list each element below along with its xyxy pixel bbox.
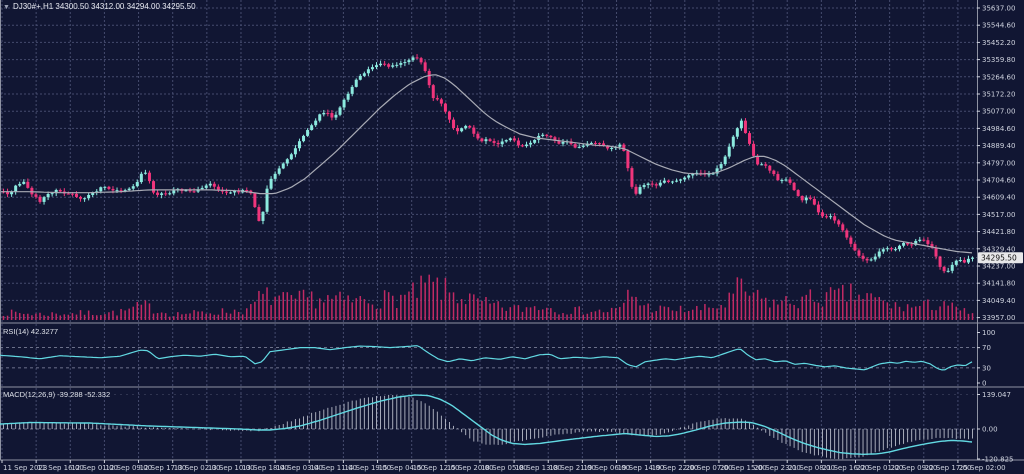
time-axis-label: 12 Sep 09:00 <box>105 464 152 472</box>
price-axis-label: 34704.60 <box>982 177 1015 185</box>
price-axis-label: 34984.60 <box>982 125 1015 133</box>
time-axis-label: 15 Sep 20:00 <box>447 464 494 472</box>
price-axis-label: 35452.20 <box>982 39 1015 47</box>
price-axis-label: 35637.00 <box>982 5 1015 13</box>
time-axis-label: 22 Sep 17:00 <box>925 464 972 472</box>
price-axis-label: 34049.40 <box>982 297 1015 305</box>
main-chart-pane[interactable] <box>0 0 977 322</box>
time-axis-label: 20 Sep 07:00 <box>686 464 733 472</box>
time-axis-label: 22 Sep 09:00 <box>891 464 938 472</box>
time-axis-label: 25 Sep 02:00 <box>959 464 1006 472</box>
price-axis[interactable] <box>977 0 1024 460</box>
time-axis-label: 19 Sep 06:00 <box>583 464 630 472</box>
price-axis-label: 34329.40 <box>982 245 1015 253</box>
time-axis-label: 15 Sep 04:00 <box>379 464 426 472</box>
time-axis-label: 11 Sep 2023 <box>3 464 47 472</box>
price-axis-label: 35264.60 <box>982 73 1015 81</box>
rsi-axis-label: 70 <box>982 344 991 352</box>
price-axis-label: 35359.80 <box>982 56 1015 64</box>
price-axis-label: 34609.40 <box>982 194 1015 202</box>
time-axis-label: 14 Sep 19:00 <box>344 464 391 472</box>
price-axis-label: 34889.40 <box>982 142 1015 150</box>
time-axis-label: 15 Sep 12:00 <box>413 464 460 472</box>
time-axis-label: 19 Sep 22:00 <box>652 464 699 472</box>
rsi-axis-label: 30 <box>982 364 991 372</box>
time-axis[interactable] <box>0 460 1024 474</box>
time-axis-label: 13 Sep 10:00 <box>208 464 255 472</box>
macd-axis-label: -120.825 <box>982 455 1013 463</box>
time-axis-label: 18 Sep 21:00 <box>549 464 596 472</box>
price-axis-label: 34141.80 <box>982 280 1015 288</box>
price-axis-label: 35544.60 <box>982 22 1015 30</box>
price-axis-label: 34517.00 <box>982 211 1015 219</box>
last-price-tag <box>978 252 1023 264</box>
rsi-pane[interactable] <box>0 324 977 386</box>
time-axis-label: 13 Sep 02:00 <box>174 464 221 472</box>
time-axis-label: 11 Sep 16:00 <box>37 464 84 472</box>
macd-pane[interactable] <box>0 388 977 459</box>
macd-axis-label: 0.00 <box>982 426 998 434</box>
price-axis-label: 34237.00 <box>982 263 1015 271</box>
rsi-axis-label: 100 <box>982 329 995 337</box>
price-axis-label: 34797.00 <box>982 159 1015 167</box>
price-axis-label: 35172.20 <box>982 91 1015 99</box>
time-axis-label: 20 Sep 15:00 <box>720 464 767 472</box>
time-axis-label: 12 Sep 17:00 <box>140 464 187 472</box>
time-axis-label: 13 Sep 18:00 <box>242 464 289 472</box>
time-axis-label: 21 Sep 16:00 <box>822 464 869 472</box>
time-axis-label: 21 Sep 08:00 <box>788 464 835 472</box>
time-axis-label: 18 Sep 13:00 <box>515 464 562 472</box>
time-axis-label: 20 Sep 23:00 <box>754 464 801 472</box>
time-axis-label: 22 Sep 01:00 <box>857 464 904 472</box>
price-axis-label: 33957.00 <box>982 314 1015 322</box>
price-axis-label: 35077.00 <box>982 108 1015 116</box>
time-axis-label: 12 Sep 01:00 <box>71 464 118 472</box>
rsi-axis-label: 0 <box>982 380 986 388</box>
price-axis-label: 34421.80 <box>982 228 1015 236</box>
last-price-tag-label: 34295.50 <box>981 254 1017 263</box>
time-axis-label: 14 Sep 11:00 <box>310 464 357 472</box>
time-axis-label: 19 Sep 14:00 <box>618 464 665 472</box>
macd-axis-label: 139.047 <box>982 391 1011 399</box>
time-axis-label: 18 Sep 05:00 <box>481 464 528 472</box>
time-axis-label: 14 Sep 03:00 <box>276 464 323 472</box>
